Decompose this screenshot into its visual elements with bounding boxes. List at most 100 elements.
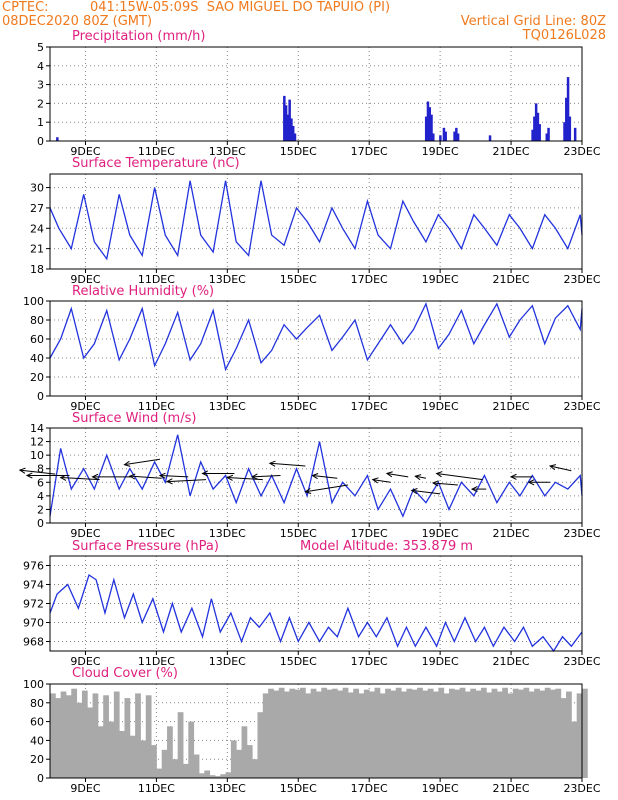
cloud-bar bbox=[459, 687, 466, 778]
cloud-ytick-label: 40 bbox=[30, 734, 44, 747]
cloud-bar bbox=[145, 695, 152, 778]
wind-vector-head bbox=[91, 473, 99, 480]
wind-ytick-label: 2 bbox=[37, 503, 44, 516]
humidity-xtick-label: 23DEC bbox=[563, 400, 600, 413]
cloud-bar bbox=[60, 691, 67, 778]
temp-xtick-label: 11DEC bbox=[138, 273, 175, 286]
cloud-bar bbox=[278, 687, 285, 778]
cloud-bar bbox=[576, 693, 583, 778]
cloud-bar bbox=[363, 689, 370, 778]
humidity-ytick-label: 60 bbox=[30, 333, 44, 346]
precip-xtick-label: 21DEC bbox=[493, 145, 530, 158]
wind-vector-head bbox=[128, 473, 136, 480]
cloud-bar bbox=[539, 690, 546, 778]
cloud-bar bbox=[273, 690, 280, 778]
wind-xtick-label: 19DEC bbox=[422, 527, 459, 540]
cloud-bar bbox=[103, 695, 109, 778]
cloud-bar bbox=[379, 693, 386, 778]
cloud-bar bbox=[92, 693, 99, 778]
header-grid-note: Vertical Grid Line: 80Z bbox=[460, 14, 606, 29]
wind-vector bbox=[19, 469, 56, 475]
cloud-bar bbox=[289, 688, 296, 778]
cloud-bar bbox=[337, 690, 344, 778]
precip-bar bbox=[456, 133, 460, 141]
wind-vector-head bbox=[470, 486, 478, 493]
cloud-bar bbox=[427, 688, 434, 778]
precip-bar bbox=[566, 77, 570, 141]
precip-bar bbox=[290, 118, 293, 141]
precip-bar bbox=[455, 127, 458, 141]
cloud-bar bbox=[342, 687, 349, 778]
precip-bar bbox=[284, 105, 288, 141]
precip-bar bbox=[573, 127, 577, 141]
wind-ytick-label: 14 bbox=[30, 422, 44, 435]
precip-bar bbox=[291, 125, 295, 141]
wind-vector bbox=[129, 475, 162, 479]
wind-vector-head bbox=[251, 473, 258, 480]
cloud-bar bbox=[156, 768, 163, 778]
cloud-bar bbox=[50, 693, 56, 778]
cloud-bar bbox=[560, 698, 567, 778]
cloud-bar bbox=[417, 687, 423, 778]
cloud-bar bbox=[486, 692, 493, 778]
cloud-bar bbox=[571, 721, 578, 778]
humidity-ytick-label: 80 bbox=[30, 314, 44, 327]
wind-vector-head bbox=[226, 474, 234, 481]
cloud-bar bbox=[87, 707, 94, 778]
cloud-xtick-label: 9DEC bbox=[70, 782, 100, 795]
cloud-bar bbox=[108, 721, 115, 778]
cloud-bar bbox=[284, 691, 290, 778]
wind-vector-head bbox=[431, 480, 439, 487]
precip-bar bbox=[545, 133, 549, 141]
precip-bar bbox=[565, 97, 568, 141]
pressure-xtick-label: 19DEC bbox=[422, 655, 459, 668]
wind-ytick-label: 8 bbox=[37, 463, 44, 476]
cloud-bar bbox=[214, 776, 221, 778]
cloud-bar bbox=[262, 693, 269, 778]
cloud-bar bbox=[113, 691, 120, 778]
cloud-bar bbox=[464, 691, 471, 778]
wind-vector bbox=[372, 479, 391, 483]
pressure-xtick-label: 21DEC bbox=[493, 655, 530, 668]
cloud-bar bbox=[475, 690, 482, 778]
cloud-bar bbox=[454, 689, 461, 778]
cloud-bar bbox=[241, 726, 248, 778]
pressure-xtick-label: 13DEC bbox=[209, 655, 246, 668]
cloud-bar bbox=[385, 688, 391, 778]
precip-ytick-label: 2 bbox=[37, 97, 44, 110]
cloud-ytick-label: 0 bbox=[37, 772, 44, 785]
wind-vector-head bbox=[201, 470, 209, 477]
precip-ytick-label: 0 bbox=[37, 135, 44, 148]
cloud-panel: 0 20 40 60 80 100 9DEC 11DEC 13DEC 15DEC 17DEC 19DE… bbox=[23, 678, 601, 795]
wind-frame bbox=[49, 427, 583, 524]
cloud-bar bbox=[71, 688, 78, 778]
pressure-frame bbox=[49, 555, 583, 652]
pressure-xtick-label: 15DEC bbox=[280, 655, 317, 668]
cloud-bar bbox=[183, 763, 189, 778]
cloud-xtick-label: 15DEC bbox=[280, 782, 317, 795]
precip-bar bbox=[453, 131, 456, 141]
precip-xtick-label: 11DEC bbox=[138, 145, 175, 158]
temp-xtick-label: 23DEC bbox=[563, 273, 600, 286]
precip-xtick-label: 9DEC bbox=[70, 145, 100, 158]
cloud-title: Cloud Cover (%) bbox=[72, 666, 178, 681]
wind-vector-head bbox=[25, 472, 33, 479]
precip-bar bbox=[533, 116, 536, 141]
cloud-xtick-label: 13DEC bbox=[209, 782, 246, 795]
cloud-bar bbox=[438, 687, 445, 778]
cloud-bar bbox=[151, 745, 157, 778]
cloud-bar bbox=[401, 691, 407, 778]
precip-bar bbox=[424, 116, 428, 141]
humidity-ytick-label: 100 bbox=[23, 295, 44, 308]
cloud-bar bbox=[480, 687, 487, 778]
precip-xtick-label: 17DEC bbox=[351, 145, 388, 158]
wind-xtick-label: 11DEC bbox=[138, 527, 175, 540]
cloud-bar bbox=[119, 731, 125, 778]
header-run: 08DEC2020 80Z (GMT) bbox=[2, 14, 153, 29]
humidity-xtick-label: 9DEC bbox=[70, 400, 100, 413]
wind-vector bbox=[305, 484, 348, 493]
wind-xtick-label: 15DEC bbox=[280, 527, 317, 540]
precip-bar bbox=[432, 133, 435, 141]
